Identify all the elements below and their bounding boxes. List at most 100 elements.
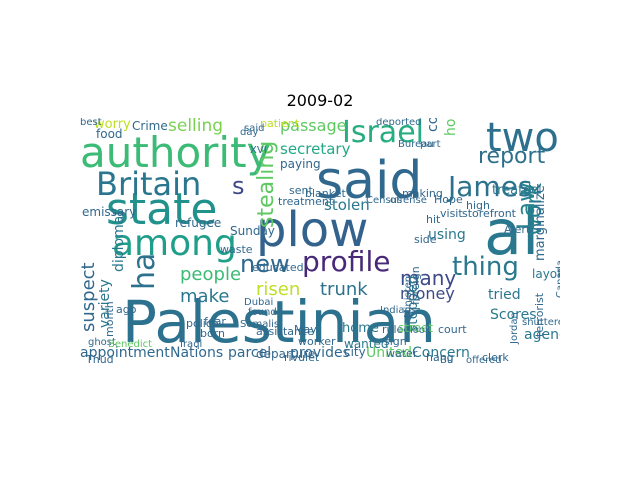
word-patient: patient (260, 118, 300, 130)
word-sign: sign (384, 335, 407, 348)
word-food: food (96, 127, 123, 141)
word-james: James (448, 170, 533, 203)
word-street: street (398, 321, 434, 335)
word-indians: Indians (380, 305, 417, 316)
word-palestinian: Palestinian (122, 288, 436, 356)
word-city: city (344, 345, 366, 359)
word-hospital: hospital (443, 118, 459, 136)
word-authority: authority (80, 128, 272, 177)
word-said: said (244, 123, 265, 134)
word-ghost: ghost (88, 337, 116, 348)
word-thud: Thud (86, 353, 114, 365)
word-blanket: blanket (305, 187, 346, 200)
word-al: al (484, 196, 540, 269)
word-born: born (200, 327, 226, 340)
word-make: make (180, 286, 230, 307)
word-emissary: emissary (82, 205, 137, 219)
word-educated: educated (252, 261, 304, 274)
word-hang: hang (426, 351, 454, 364)
word-side: side (414, 233, 437, 246)
word-worker: worker (298, 335, 336, 348)
word-appointment: appointment (80, 345, 170, 361)
word-canada: Canada (555, 259, 560, 298)
word-refugee: refugee (175, 216, 222, 230)
word-alert: Alert (504, 223, 531, 236)
word-crime: Crime (132, 119, 168, 133)
word-bu: Bu (440, 355, 454, 366)
word-making: making (402, 187, 443, 200)
word-sent: sent (289, 184, 313, 197)
word-ago: ago (116, 303, 137, 316)
word-dubai: Dubai (244, 297, 274, 308)
word-paying: paying (280, 157, 321, 171)
word-marginalize: marginalize (533, 185, 548, 261)
word-using: using (428, 227, 466, 243)
word-passage: passage (280, 118, 347, 135)
word-fear: fear (204, 315, 226, 328)
word-day: day (240, 127, 259, 138)
word-united: United (366, 345, 412, 361)
word-water: water (386, 347, 418, 360)
word-people: people (180, 264, 242, 285)
word-xvi: XVI (250, 145, 267, 156)
word-jordan: Jordan (509, 312, 520, 344)
word-month: month (103, 301, 116, 337)
word-census: Census (366, 195, 403, 206)
word-storefront: storefront (462, 207, 516, 220)
word-wanted: wanted (344, 337, 389, 351)
word-state: state (106, 184, 218, 235)
word-israel: Israel (342, 118, 424, 150)
word-trunk: trunk (320, 279, 368, 300)
word-profile: profile (302, 245, 391, 278)
word-many: many (400, 266, 457, 290)
word-provides: provides (290, 345, 350, 361)
word-confiscated: confiscated (425, 118, 441, 132)
word-police: police (186, 317, 219, 330)
word-britain: Britain (96, 165, 202, 203)
word-found: found (248, 307, 277, 318)
word-iraqi: Iraqi (180, 339, 203, 350)
word-hope: Hope (434, 193, 463, 206)
word-shuttered: shuttered (522, 317, 560, 328)
word-two: two (486, 118, 559, 161)
word-secretary: secretary (280, 140, 351, 158)
word-treatment: treatment (278, 195, 334, 208)
word-layoff: layoff (532, 267, 560, 281)
word-offense: offense (390, 195, 427, 206)
word-assistance: assistance (256, 325, 314, 338)
word-parcel: parcel (228, 345, 272, 361)
word-said: said (316, 151, 423, 211)
word-clerk: clerk (482, 351, 509, 364)
word-concern: Concern (412, 345, 470, 361)
word-worry: worry (94, 118, 131, 132)
word-waste: waste (220, 243, 253, 256)
word-cloud: Palestinian said al authority state plow two am… (80, 118, 560, 365)
word-best: best (80, 118, 102, 128)
word-departure: departure (256, 347, 316, 361)
word-high: high (466, 199, 490, 212)
word-tried: tried (488, 287, 521, 303)
word-terrorist: terrorist (533, 292, 546, 337)
word-selling: selling (168, 118, 224, 136)
word-court: court (438, 323, 467, 336)
word-home: home (342, 321, 379, 336)
word-scores: Scores (490, 307, 537, 323)
word-treated: treated (492, 183, 540, 198)
word-part: part (420, 139, 441, 150)
word-money: money (400, 284, 455, 303)
word-ha: ha (127, 252, 162, 290)
word-look: look (410, 325, 431, 336)
word-rivulet: rivulet (284, 351, 320, 364)
word-plow: plow (256, 202, 369, 258)
word-hit: hit (426, 213, 441, 226)
word-s: s (232, 172, 245, 200)
word-nations: Nations (170, 345, 224, 361)
word-may: May (294, 323, 317, 336)
word-ruled: ruled (382, 323, 411, 336)
word-offered: offered (466, 355, 502, 366)
word-risen: risen (256, 279, 301, 300)
word-benedict: Benedict (108, 339, 153, 350)
word-somalis: Somalis (240, 319, 280, 330)
chart-title: 2009-02 (286, 91, 354, 110)
word-agency: agency (524, 327, 560, 343)
